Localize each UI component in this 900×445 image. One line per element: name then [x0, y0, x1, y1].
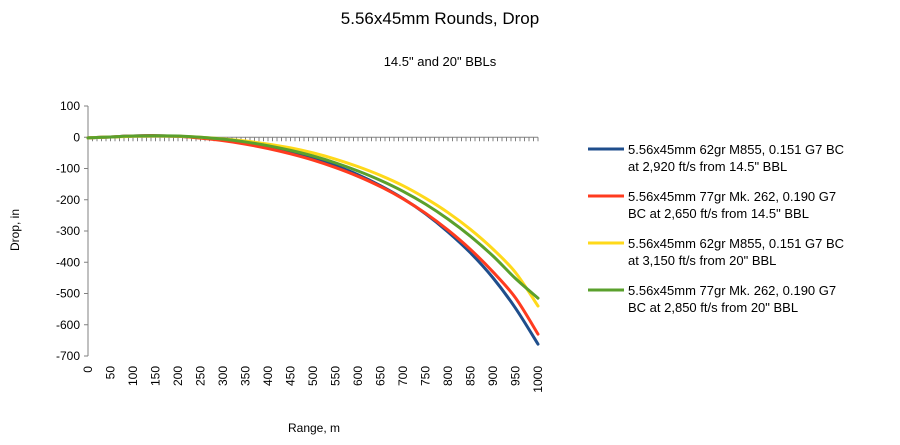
x-tick-label: 150 [149, 366, 163, 386]
legend-label: BC at 2,650 ft/s from 14.5" BBL [628, 206, 809, 221]
y-tick-label: -100 [56, 162, 80, 176]
x-tick-label: 500 [306, 366, 320, 386]
y-tick-label: -200 [56, 193, 80, 207]
x-tick-label: 1000 [531, 366, 545, 393]
x-tick-label: 400 [261, 366, 275, 386]
y-tick-label: -600 [56, 318, 80, 332]
legend-label: 5.56x45mm 77gr Mk. 262, 0.190 G7 [628, 189, 836, 204]
x-tick-label: 600 [351, 366, 365, 386]
x-tick-label: 900 [486, 366, 500, 386]
series-lines [86, 134, 540, 346]
x-tick-label: 550 [329, 366, 343, 386]
y-tick-label: 0 [73, 130, 80, 144]
chart-subtitle: 14.5" and 20" BBLs [384, 54, 497, 69]
x-tick-label: 750 [419, 366, 433, 386]
y-axis-title: Drop, in [8, 209, 22, 251]
x-tick-label: 0 [81, 366, 95, 373]
x-tick-label: 350 [239, 366, 253, 386]
x-tick-label: 250 [194, 366, 208, 386]
y-tick-label: -300 [56, 224, 80, 238]
y-tick-label: -700 [56, 349, 80, 363]
legend-label: 5.56x45mm 62gr M855, 0.151 G7 BC [628, 236, 844, 251]
series-line-1 [86, 134, 540, 346]
x-tick-label: 100 [126, 366, 140, 386]
legend-label: BC at 2,850 ft/s from 20" BBL [628, 300, 798, 315]
legend-label: 5.56x45mm 77gr Mk. 262, 0.190 G7 [628, 283, 836, 298]
x-tick-label: 950 [509, 366, 523, 386]
legend-label: 5.56x45mm 62gr M855, 0.151 G7 BC [628, 142, 844, 157]
y-tick-label: -500 [56, 287, 80, 301]
legend: 5.56x45mm 62gr M855, 0.151 G7 BC at 2,920… [588, 142, 844, 315]
x-tick-label: 50 [104, 366, 118, 380]
x-tick-label: 800 [441, 366, 455, 386]
y-tick-label: -400 [56, 255, 80, 269]
x-tick-label: 650 [374, 366, 388, 386]
x-tick-label: 200 [171, 366, 185, 386]
legend-label: at 3,150 ft/s from 20" BBL [628, 253, 776, 268]
legend-label: at 2,920 ft/s from 14.5" BBL [628, 159, 787, 174]
x-tick-label: 300 [216, 366, 230, 386]
series-line-4 [86, 134, 540, 300]
x-axis-title: Range, m [288, 421, 340, 435]
y-tick-label: 100 [60, 99, 80, 113]
chart-title: 5.56x45mm Rounds, Drop [341, 9, 539, 28]
x-tick-label: 850 [464, 366, 478, 386]
x-tick-label: 700 [396, 366, 410, 386]
x-tick-label: 450 [284, 366, 298, 386]
